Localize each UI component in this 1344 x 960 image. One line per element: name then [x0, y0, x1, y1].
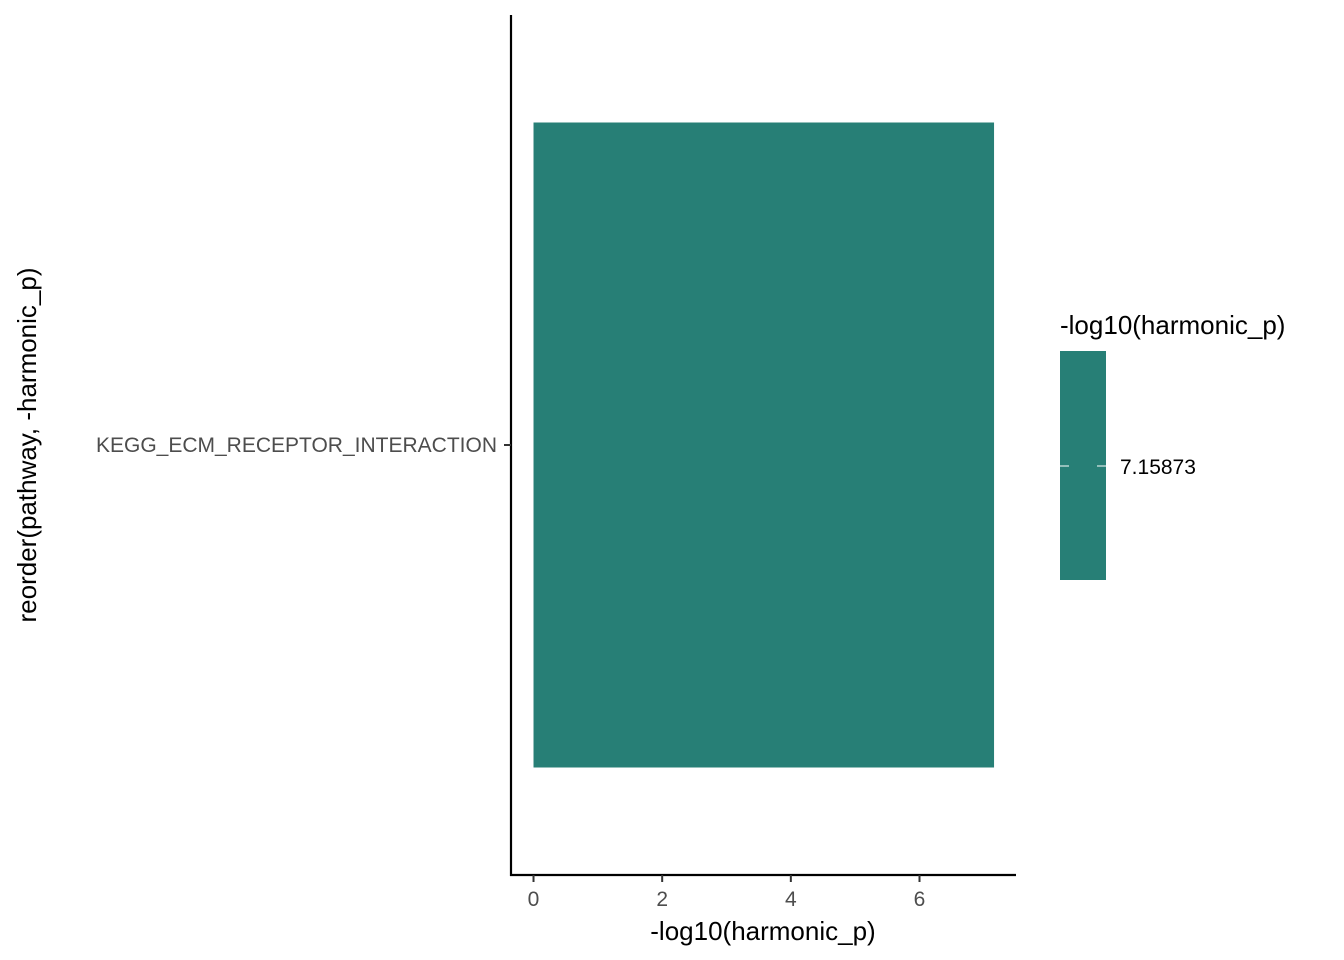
x-tick-label-3: 6: [914, 888, 926, 911]
y-tick-label-0: KEGG_ECM_RECEPTOR_INTERACTION: [96, 434, 497, 457]
y-ticks-group: KEGG_ECM_RECEPTOR_INTERACTION: [96, 434, 511, 457]
y-axis-title: reorder(pathway, -harmonic_p): [12, 268, 42, 623]
bar-0: [533, 122, 995, 768]
x-axis-title: -log10(harmonic_p): [650, 916, 875, 946]
x-tick-label-0: 0: [528, 888, 540, 911]
legend-title: -log10(harmonic_p): [1060, 310, 1285, 340]
x-tick-label-1: 2: [656, 888, 668, 911]
x-tick-label-2: 4: [785, 888, 797, 911]
x-ticks-group: 0 2 4 6: [528, 875, 926, 911]
legend: -log10(harmonic_p) 7.15873: [1060, 310, 1285, 580]
legend-label: 7.15873: [1120, 456, 1196, 479]
bars-group: [533, 122, 995, 768]
